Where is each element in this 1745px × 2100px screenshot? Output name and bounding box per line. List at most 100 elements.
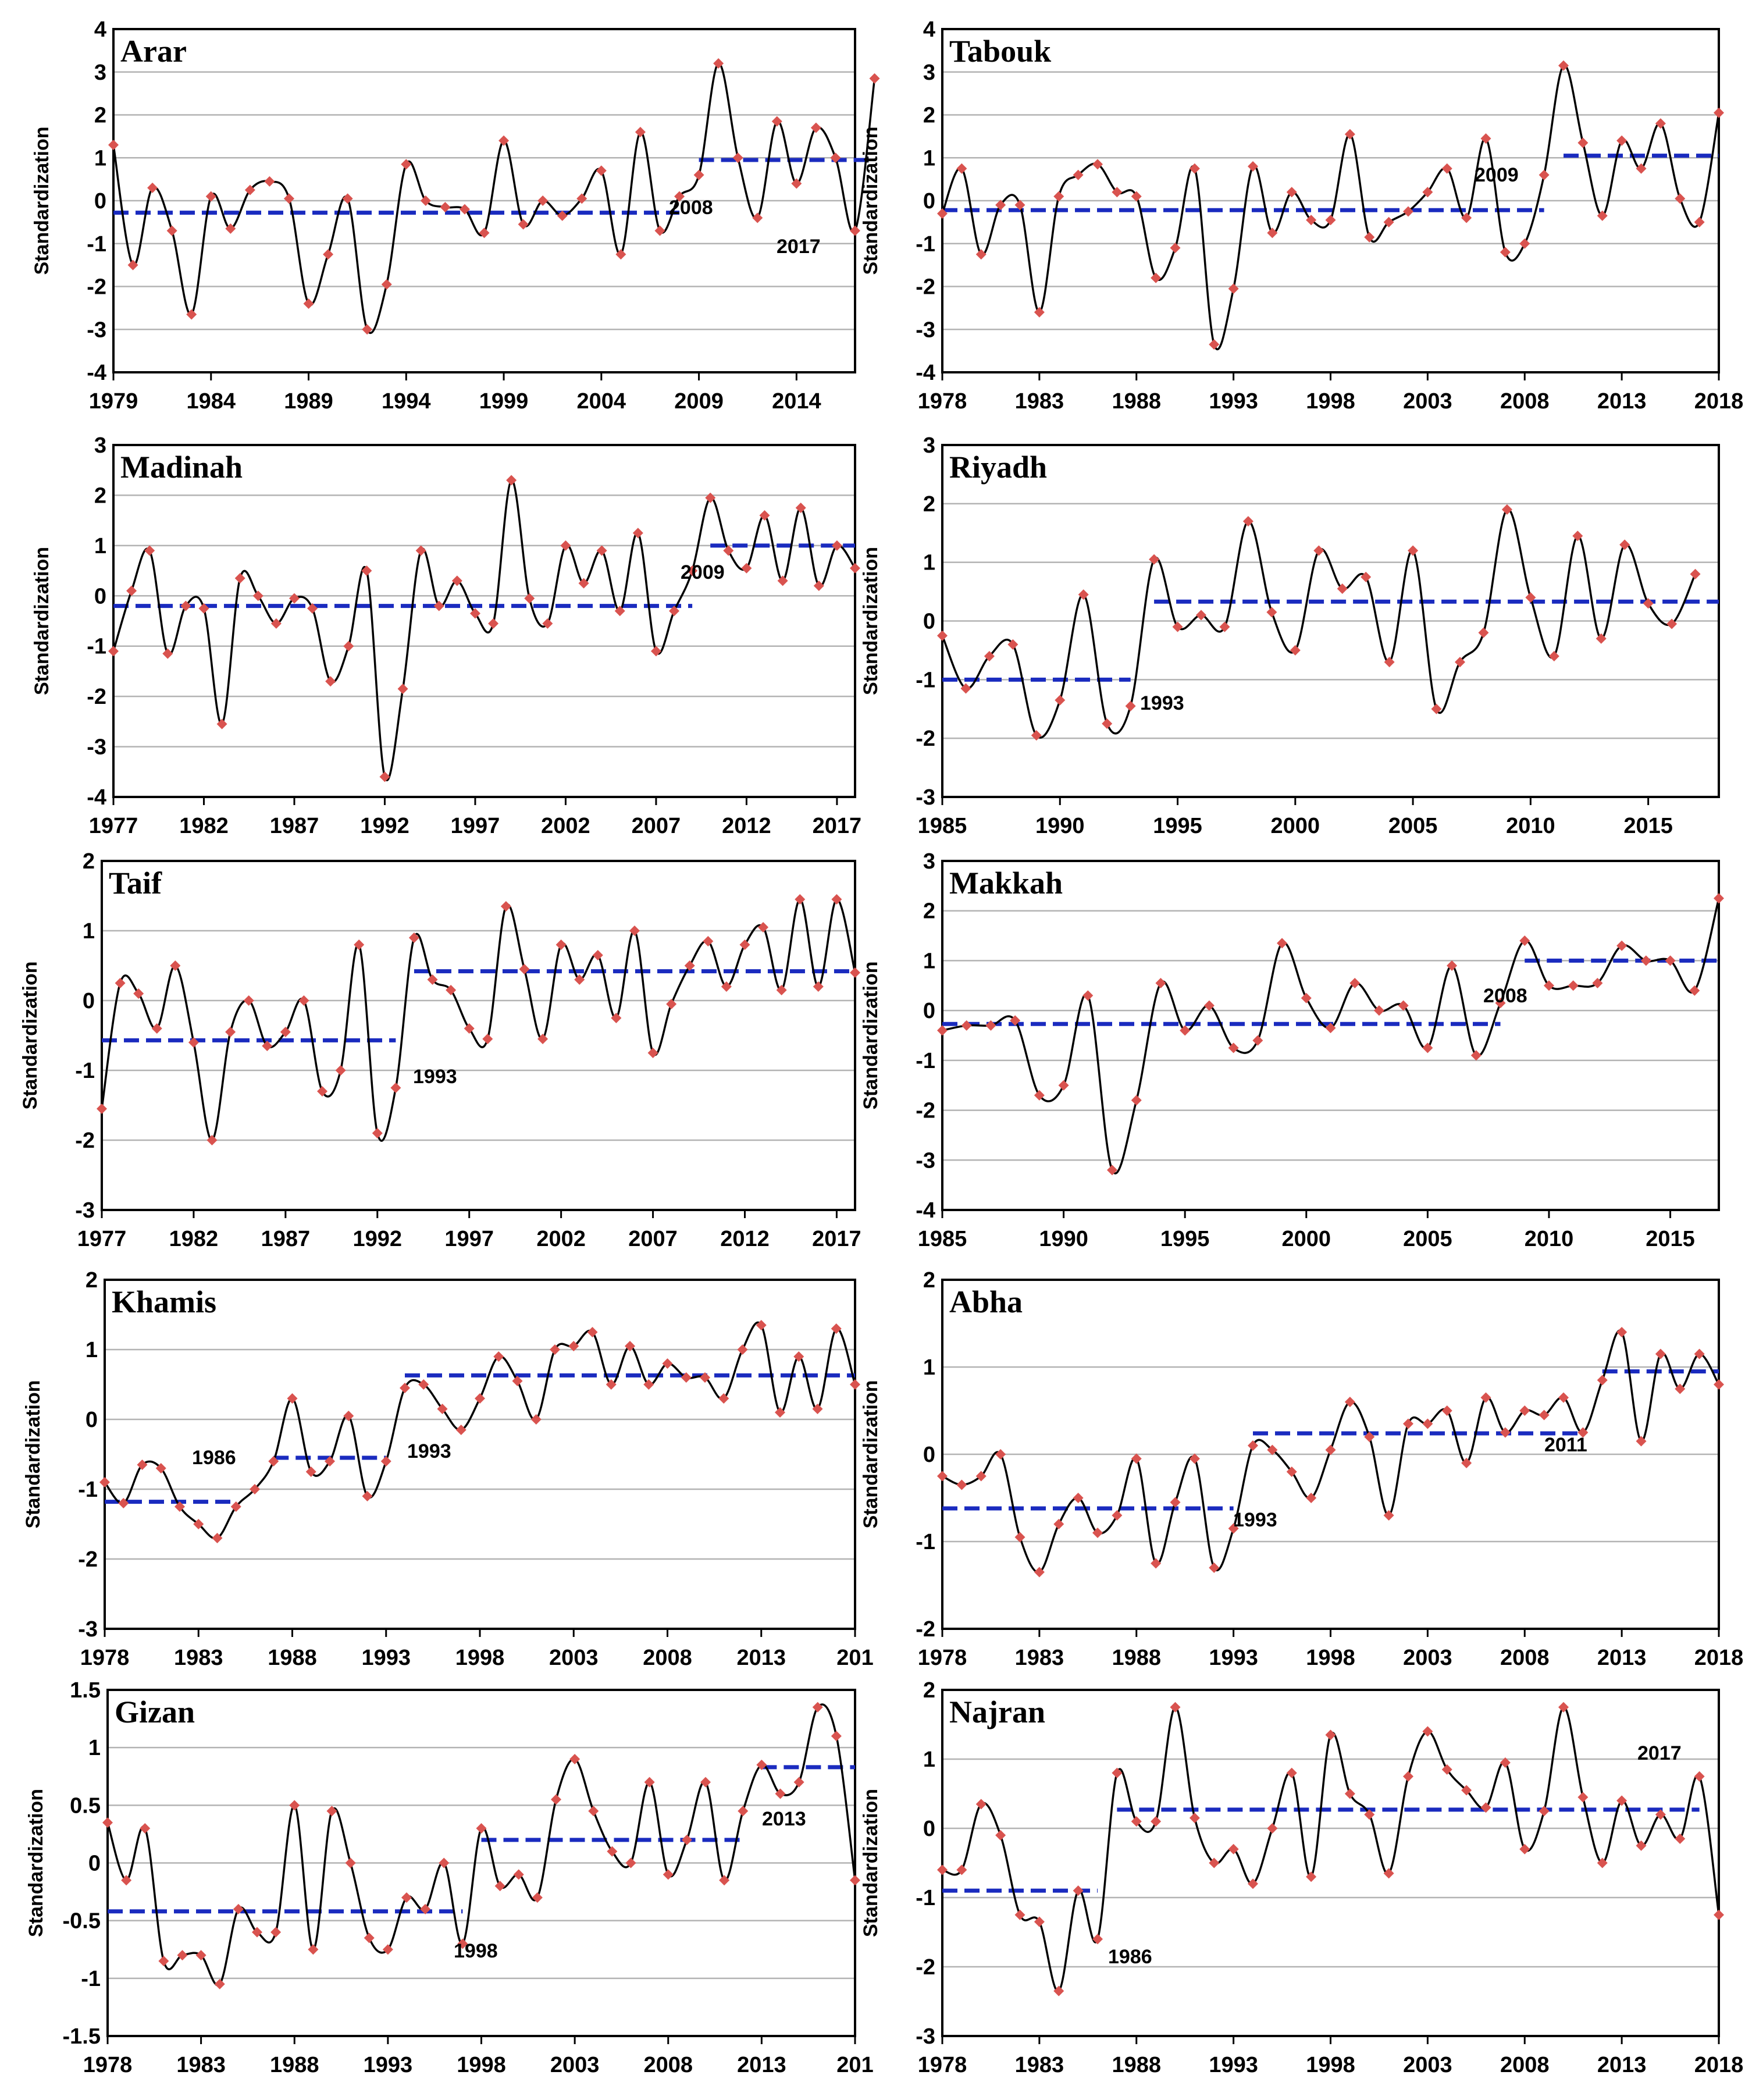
y-tick-label: 0 <box>923 1817 935 1841</box>
x-tick-label: 2000 <box>1282 1227 1331 1251</box>
panel-title: Taif <box>109 866 162 900</box>
data-point <box>193 1519 204 1529</box>
change-year-label: 1993 <box>1233 1509 1277 1531</box>
data-point <box>216 718 227 729</box>
data-point <box>850 225 860 236</box>
data-point <box>1636 1840 1647 1851</box>
data-point <box>1073 1885 1084 1896</box>
data-point <box>335 1065 346 1076</box>
y-tick-label: -3 <box>916 785 935 810</box>
data-point <box>1495 998 1506 1009</box>
data-point <box>364 1932 375 1944</box>
data-point <box>551 1794 561 1805</box>
data-point <box>518 219 529 230</box>
y-tick-label: 1 <box>923 1747 935 1772</box>
data-point <box>937 630 948 641</box>
data-point <box>500 901 511 912</box>
data-point <box>1073 1493 1084 1503</box>
data-point <box>1131 1095 1142 1106</box>
x-tick-label: 2018 <box>1694 1646 1744 1670</box>
data-point <box>1441 1405 1452 1416</box>
data-point <box>177 1950 188 1961</box>
data-point <box>793 1351 804 1362</box>
data-point <box>1112 1767 1123 1778</box>
x-tick-label: 2014 <box>772 389 821 414</box>
data-point <box>635 127 646 137</box>
data-point <box>1131 1453 1142 1464</box>
y-tick-label: -3 <box>75 1198 95 1223</box>
y-tick-label: -1 <box>916 1049 935 1073</box>
data-point <box>325 676 336 687</box>
y-axis-label: Standardization <box>860 547 882 695</box>
y-tick-label: 0 <box>923 999 935 1023</box>
y-tick-label: -2 <box>916 1955 935 1980</box>
data-point <box>1344 1788 1355 1799</box>
series-line <box>941 64 1720 351</box>
data-point <box>723 545 734 556</box>
y-tick-label: -2 <box>87 275 106 300</box>
y-tick-label: 0 <box>83 989 95 1013</box>
data-point <box>719 1875 730 1886</box>
data-point <box>654 225 665 236</box>
data-point <box>289 593 300 604</box>
y-tick-label: 3 <box>94 60 106 85</box>
panel-title: Tabouk <box>949 34 1051 69</box>
y-tick-label: -3 <box>87 735 106 760</box>
x-tick-label: 1988 <box>268 1646 317 1670</box>
data-point <box>418 1379 429 1390</box>
data-point <box>1306 215 1317 226</box>
data-point <box>771 116 782 127</box>
y-tick-label: -2 <box>78 1547 98 1572</box>
x-tick-label: 2003 <box>550 2053 600 2077</box>
data-point <box>133 988 144 999</box>
data-point <box>632 528 643 539</box>
data-point <box>437 1404 448 1414</box>
data-point <box>741 563 752 574</box>
data-point <box>1501 504 1512 515</box>
y-tick-label: 3 <box>923 433 935 458</box>
y-axis-label: Standardization <box>860 126 882 275</box>
y-axis-label: Standardization <box>860 1380 882 1528</box>
data-point <box>1034 1567 1045 1578</box>
data-point <box>1125 700 1136 711</box>
data-point <box>475 1393 485 1404</box>
data-point <box>1384 657 1395 668</box>
data-point <box>850 563 860 574</box>
data-point <box>1480 1392 1491 1403</box>
x-tick-label: 1988 <box>1112 2053 1161 2077</box>
y-tick-label: 3 <box>923 60 935 85</box>
data-point <box>1422 187 1433 198</box>
series-line <box>112 479 856 781</box>
y-tick-label: -4 <box>87 785 106 810</box>
data-point <box>479 227 490 239</box>
x-tick-label: 1979 <box>89 389 138 414</box>
data-point <box>1112 187 1123 198</box>
data-point <box>303 298 314 309</box>
data-point <box>629 926 640 936</box>
data-point <box>243 995 254 1006</box>
y-tick-label: -1 <box>75 1059 95 1083</box>
data-point <box>1519 1405 1530 1416</box>
series-line <box>941 508 1697 739</box>
y-axis-label: Standardization <box>860 961 882 1109</box>
data-point <box>1170 243 1181 254</box>
data-point <box>459 204 470 215</box>
x-tick-label: 1998 <box>455 1646 505 1670</box>
data-point <box>1014 1909 1025 1920</box>
data-point <box>476 1823 487 1834</box>
data-point <box>262 1041 273 1051</box>
data-point <box>850 967 860 978</box>
data-point <box>1151 1816 1162 1827</box>
data-point <box>1519 935 1530 946</box>
data-point <box>956 163 967 174</box>
x-tick-label: 2005 <box>1403 1227 1452 1251</box>
data-point <box>578 578 589 589</box>
data-point <box>317 1086 328 1097</box>
data-point <box>718 1393 729 1404</box>
x-tick-label: 2017 <box>812 1227 861 1251</box>
data-point <box>669 606 680 617</box>
data-point <box>812 1404 823 1414</box>
data-point <box>1189 163 1200 174</box>
data-point <box>158 1956 169 1967</box>
data-point <box>180 600 191 611</box>
